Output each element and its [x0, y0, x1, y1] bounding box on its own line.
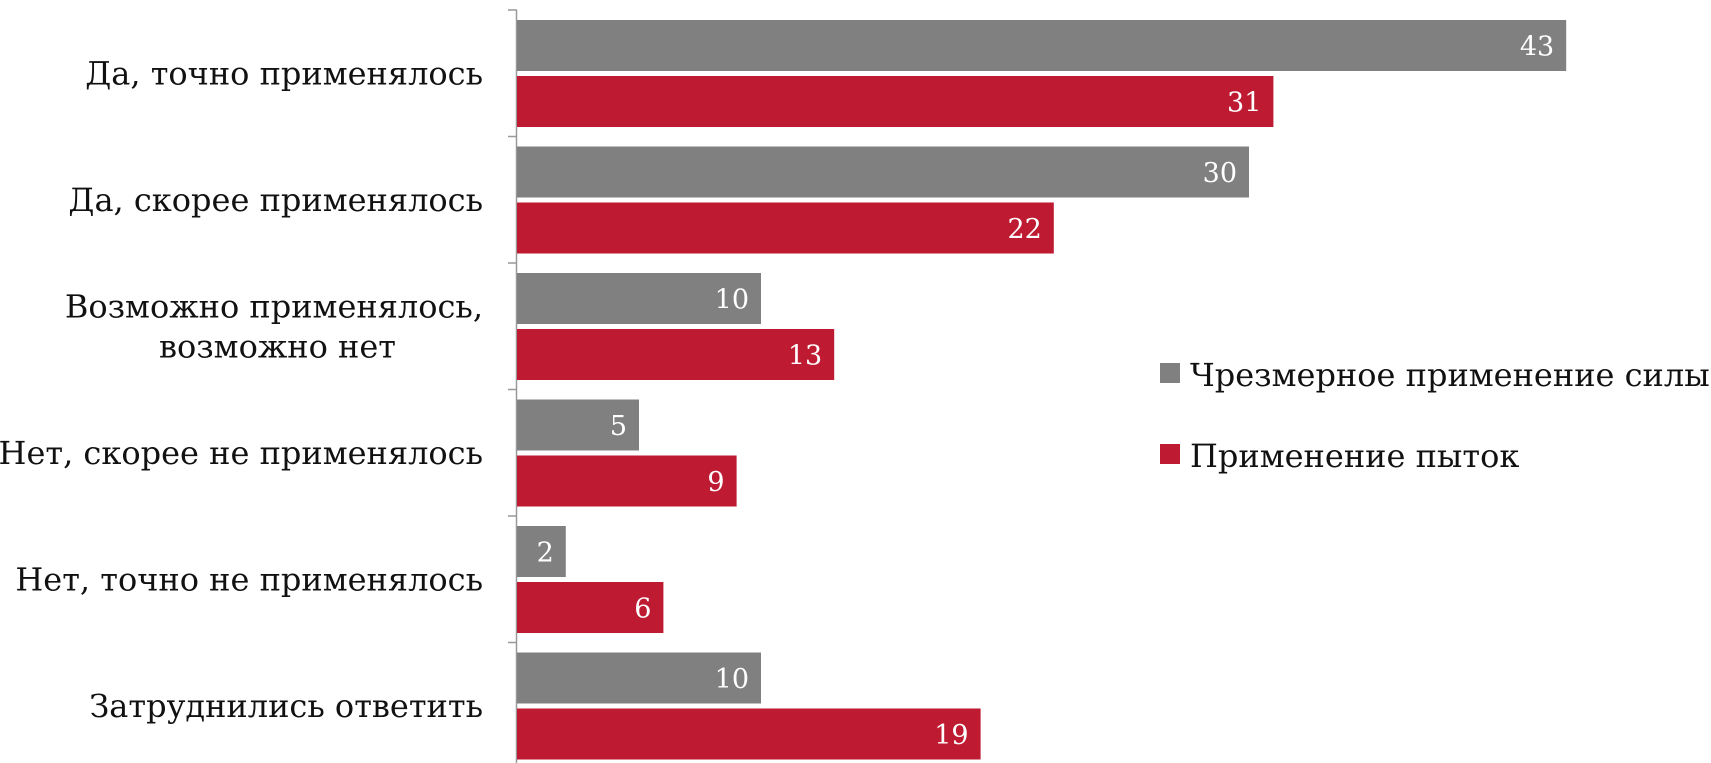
data-label: 2	[537, 538, 554, 569]
bars-group: 43 31 30 22 10 13 5 9 2 6 10 19	[517, 20, 1567, 760]
data-label: 10	[715, 285, 749, 316]
category-label: Нет, точно не применялось	[15, 560, 483, 598]
data-label: 30	[1203, 158, 1237, 189]
bar-force-3	[517, 399, 639, 451]
data-label: 22	[1007, 214, 1041, 245]
data-label: 9	[707, 467, 724, 498]
data-label: 31	[1227, 88, 1261, 119]
category-label: Да, скорее применялось	[68, 181, 483, 219]
data-label: 10	[715, 664, 749, 695]
category-label: Затруднились ответить	[89, 687, 483, 725]
bar-force-0	[517, 20, 1567, 71]
bar-torture-5	[517, 708, 981, 760]
bar-force-4	[517, 526, 566, 577]
data-label: 5	[610, 411, 627, 442]
legend-label: Применение пыток	[1190, 437, 1519, 475]
category-labels: Да, точно применялось Да, скорее применял…	[0, 54, 483, 725]
bar-torture-3	[517, 455, 737, 507]
legend-label: Чрезмерное применение силы	[1190, 356, 1710, 394]
category-label: возможно нет	[159, 327, 396, 365]
category-label: Нет, скорее не применялось	[0, 434, 483, 472]
bar-torture-1	[517, 202, 1054, 254]
data-label: 43	[1520, 32, 1554, 63]
category-label: Да, точно применялось	[85, 54, 483, 92]
axis-ticks	[508, 9, 517, 644]
bar-torture-2	[517, 329, 835, 380]
bar-force-2	[517, 273, 761, 324]
bar-torture-0	[517, 76, 1274, 127]
category-label: Возможно применялось,	[65, 287, 483, 325]
bar-force-1	[517, 146, 1249, 198]
data-label: 13	[788, 341, 822, 372]
data-label: 19	[934, 720, 968, 751]
bar-torture-4	[517, 582, 664, 633]
legend-swatch	[1160, 363, 1180, 383]
data-label: 6	[634, 594, 651, 625]
legend: Чрезмерное применение силы Применение пыт…	[1160, 356, 1710, 475]
bar-force-5	[517, 652, 761, 704]
legend-swatch	[1160, 444, 1180, 464]
